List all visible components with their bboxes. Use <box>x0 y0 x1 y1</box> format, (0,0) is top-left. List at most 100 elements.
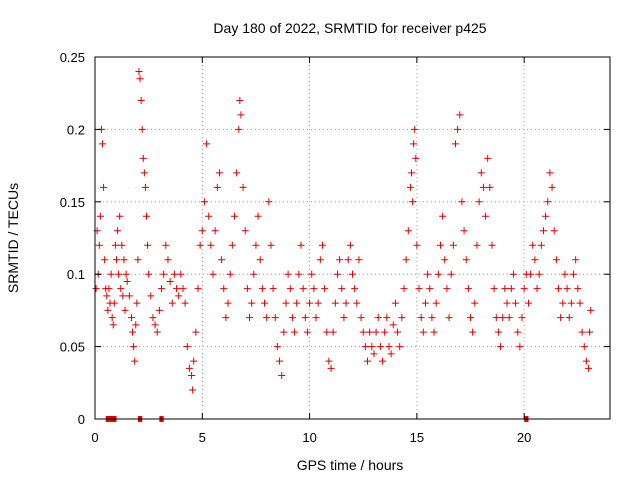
data-point <box>192 328 200 336</box>
data-point <box>188 372 196 380</box>
data-point <box>228 241 236 249</box>
data-point <box>447 270 455 278</box>
data-point <box>351 285 359 293</box>
data-point <box>258 285 266 293</box>
data-point <box>398 314 406 322</box>
data-point <box>385 343 393 351</box>
data-point <box>141 183 149 191</box>
data-point <box>114 227 122 235</box>
data-point <box>116 212 124 220</box>
data-point <box>432 299 440 307</box>
data-point <box>312 314 320 322</box>
data-point <box>122 270 130 278</box>
data-point <box>381 328 389 336</box>
data-point <box>479 183 487 191</box>
data-point <box>230 212 238 220</box>
data-point <box>368 343 376 351</box>
data-point <box>366 328 374 336</box>
data-point <box>484 154 492 162</box>
x-axis-title: GPS time / hours <box>297 457 404 473</box>
data-point <box>286 285 294 293</box>
data-point <box>119 292 127 300</box>
data-point <box>252 241 260 249</box>
data-point <box>103 292 111 300</box>
data-point <box>565 314 573 322</box>
data-point <box>585 364 593 372</box>
data-point <box>280 328 288 336</box>
x-tick-label: 10 <box>302 430 316 445</box>
data-point <box>458 198 466 206</box>
data-point <box>168 299 176 307</box>
data-point <box>250 270 258 278</box>
data-point <box>516 343 524 351</box>
data-point <box>546 169 554 177</box>
data-point <box>282 299 290 307</box>
data-point <box>518 314 526 322</box>
data-point <box>443 285 451 293</box>
data-point <box>314 299 322 307</box>
data-point <box>408 169 416 177</box>
data-point <box>220 285 228 293</box>
data-point <box>542 212 550 220</box>
data-point <box>99 140 107 148</box>
data-point <box>129 328 137 336</box>
data-point <box>153 328 161 336</box>
data-point <box>512 299 520 307</box>
data-point <box>471 299 479 307</box>
data-point <box>295 270 303 278</box>
data-point <box>207 241 215 249</box>
data-point <box>160 270 168 278</box>
data-point <box>308 270 316 278</box>
data-point <box>387 350 395 358</box>
data-point <box>520 285 528 293</box>
data-point <box>132 321 140 329</box>
data-point <box>136 75 144 83</box>
data-point <box>582 357 590 365</box>
data-point <box>436 241 444 249</box>
data-point <box>527 270 535 278</box>
data-point <box>434 270 442 278</box>
data-point <box>376 343 384 351</box>
data-point <box>421 299 429 307</box>
data-point <box>389 321 397 329</box>
data-point <box>430 328 438 336</box>
data-point <box>467 314 475 322</box>
data-point <box>183 343 191 351</box>
data-point <box>359 328 367 336</box>
data-point <box>166 277 174 285</box>
data-point <box>194 285 202 293</box>
data-point <box>139 154 147 162</box>
data-point <box>338 285 346 293</box>
data-point <box>329 328 337 336</box>
data-point <box>115 270 123 278</box>
data-point <box>550 227 558 235</box>
data-point <box>112 256 120 264</box>
data-point <box>127 314 135 322</box>
data-point <box>175 292 183 300</box>
data-point <box>92 285 100 293</box>
data-point <box>331 299 339 307</box>
data-point <box>299 285 307 293</box>
data-point <box>155 306 163 314</box>
data-point <box>524 299 532 307</box>
x-tick-label: 5 <box>199 430 206 445</box>
data-point <box>145 270 153 278</box>
data-point <box>410 140 418 148</box>
data-point <box>291 328 299 336</box>
y-tick-label: 0.05 <box>60 340 85 355</box>
data-point <box>254 212 262 220</box>
data-point <box>507 285 515 293</box>
data-point <box>490 285 498 293</box>
data-point <box>248 299 256 307</box>
data-point <box>147 292 155 300</box>
data-point <box>561 270 569 278</box>
data-point <box>559 299 567 307</box>
data-point <box>203 140 211 148</box>
data-point <box>576 299 584 307</box>
data-point <box>572 256 580 264</box>
data-point <box>402 256 410 264</box>
data-point <box>149 314 157 322</box>
data-point <box>456 111 464 119</box>
data-point <box>349 270 356 278</box>
data-point <box>164 256 172 264</box>
